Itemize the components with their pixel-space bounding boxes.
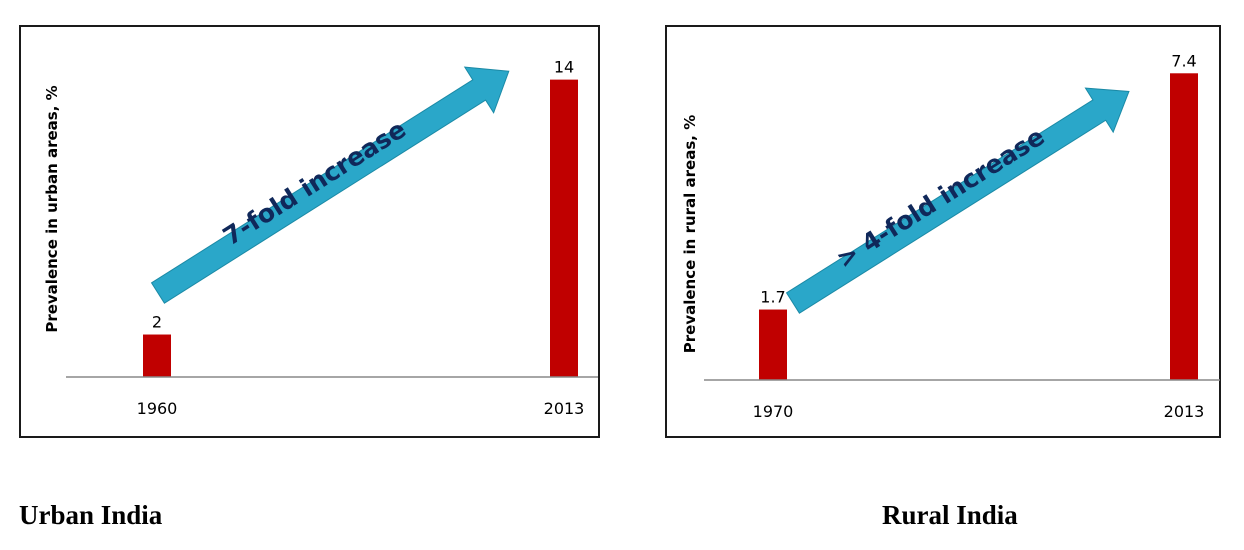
- rural-bars: [759, 73, 1198, 380]
- rural-data-label-2013: 7.4: [1171, 51, 1196, 70]
- rural-x-tick-2013: 2013: [1164, 402, 1205, 421]
- urban-trend-arrow: 7-fold increase: [150, 66, 510, 304]
- urban-bar-1960: [143, 334, 171, 377]
- rural-arrow-shape: [785, 87, 1130, 314]
- urban-x-tick-2013: 2013: [544, 399, 585, 418]
- rural-caption: Rural India: [882, 500, 1018, 530]
- urban-arrow-shape: [150, 66, 510, 304]
- urban-y-axis-label: Prevalence in urban areas, %: [43, 85, 61, 332]
- urban-bar-2013: [550, 79, 578, 377]
- rural-chart-panel: Prevalence in rural areas, % 1.7 7.4 1970…: [665, 25, 1221, 438]
- rural-x-tick-1970: 1970: [753, 402, 794, 421]
- rural-chart-svg: Prevalence in rural areas, % 1.7 7.4 1970…: [681, 51, 1220, 421]
- rural-bar-1970: [759, 309, 787, 380]
- rural-data-labels: 1.7 7.4: [760, 51, 1196, 306]
- rural-arrow-annotation: > 4-fold increase: [831, 122, 1049, 274]
- rural-y-axis-label: Prevalence in rural areas, %: [681, 115, 699, 353]
- urban-data-labels: 2 14: [152, 58, 574, 332]
- urban-chart-svg: Prevalence in urban areas, % 2 14 1960 201…: [43, 58, 598, 418]
- urban-chart-panel: Prevalence in urban areas, % 2 14 1960 201…: [19, 25, 600, 438]
- urban-bars: [143, 79, 578, 377]
- urban-caption: Urban India: [19, 500, 163, 530]
- urban-data-label-2013: 14: [554, 58, 574, 77]
- urban-data-label-1960: 2: [152, 313, 162, 332]
- rural-bar-2013: [1170, 73, 1198, 380]
- rural-x-tick-labels: 1970 2013: [753, 402, 1205, 421]
- rural-data-label-1970: 1.7: [760, 288, 785, 307]
- rural-trend-arrow: > 4-fold increase: [785, 87, 1130, 314]
- urban-x-tick-labels: 1960 2013: [137, 399, 585, 418]
- urban-x-tick-1960: 1960: [137, 399, 178, 418]
- urban-arrow-annotation: 7-fold increase: [218, 114, 411, 251]
